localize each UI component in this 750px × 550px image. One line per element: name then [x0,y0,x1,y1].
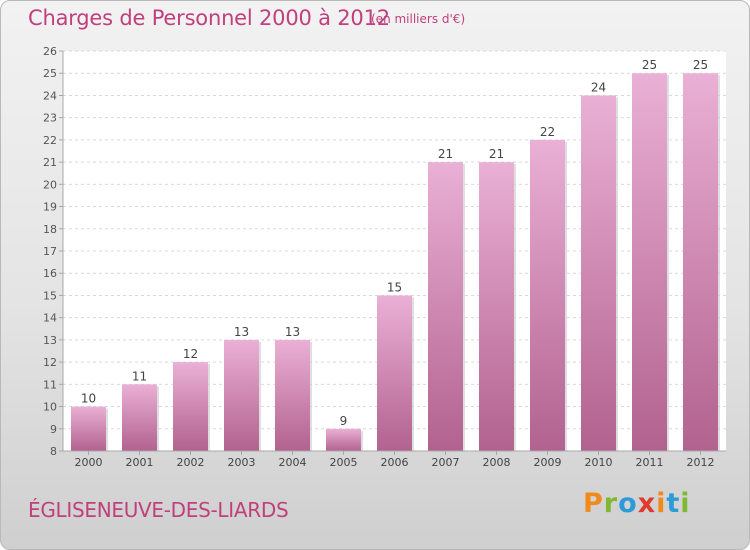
y-tick-label: 15 [43,289,57,302]
y-tick-label: 16 [43,267,57,280]
bar [530,139,565,451]
bar-value-label: 22 [540,125,555,139]
bar-value-label: 21 [489,147,504,161]
y-tick-label: 26 [43,45,57,58]
y-axis-ticks: 8 9 10 11 12 13 14 15 16 17 18 19 20 21 22 23 24 25 26 [43,45,63,458]
y-tick-label: 19 [43,201,57,214]
logo-letter: o [618,488,638,519]
logo-letter: P [583,488,604,519]
x-tick-label: 2004 [279,456,307,469]
x-tick-label: 2010 [585,456,613,469]
bar-value-label: 10 [81,392,96,406]
bar-value-label: 21 [438,147,453,161]
y-tick-label: 23 [43,112,57,125]
x-tick-label: 2012 [687,456,715,469]
x-tick-label: 2006 [381,456,409,469]
bar-value-label: 13 [234,325,249,339]
bar [122,384,157,451]
y-tick-label: 17 [43,245,57,258]
logo-letter: x [637,488,657,519]
y-tick-label: 12 [43,356,57,369]
bar-value-label: 24 [591,80,606,94]
x-tick-label: 2001 [126,456,154,469]
y-tick-label: 10 [43,401,57,414]
x-tick-label: 2007 [432,456,460,469]
y-tick-label: 22 [43,134,57,147]
bar-value-label: 15 [387,280,402,294]
bar-value-label: 9 [340,414,348,428]
bar-value-label: 25 [642,58,657,72]
bar [275,339,310,451]
bar [479,162,514,451]
x-tick-label: 2009 [534,456,562,469]
bar [377,295,412,451]
x-axis-ticks: 2000 2001 2002 2003 2004 2005 2006 2007 2008 2009… [75,451,715,469]
chart-title: Charges de Personnel 2000 à 2012 [28,6,390,30]
logo-letter: i [656,488,667,519]
x-tick-label: 2008 [483,456,511,469]
y-tick-label: 11 [43,378,57,391]
bars: 10 11 12 13 13 9 15 21 21 22 24 25 25 [71,58,720,451]
x-tick-label: 2003 [228,456,256,469]
x-tick-label: 2002 [177,456,205,469]
bar [428,162,463,451]
bar [326,428,361,451]
y-tick-label: 8 [50,445,57,458]
logo-letter: i [680,488,691,519]
proxiti-logo: Proxiti [583,488,691,519]
y-tick-label: 14 [43,312,57,325]
bar [173,362,208,451]
y-tick-label: 13 [43,334,57,347]
bar-value-label: 12 [183,347,198,361]
y-tick-label: 9 [50,423,57,436]
bar-value-label: 25 [693,58,708,72]
x-tick-label: 2005 [330,456,358,469]
bar-value-label: 13 [285,325,300,339]
commune-name: ÉGLISENEUVE-DES-LIARDS [28,498,289,522]
y-tick-label: 25 [43,67,57,80]
bar-value-label: 11 [132,369,147,383]
y-tick-label: 18 [43,223,57,236]
bar [224,339,259,451]
chart-unit: (en milliers d'€) [371,12,466,26]
logo-letter: r [603,488,619,519]
x-tick-label: 2000 [75,456,103,469]
bar [71,406,106,451]
bar [632,73,667,451]
bar [581,95,616,451]
y-tick-label: 20 [43,178,57,191]
bar [683,73,718,451]
x-tick-label: 2011 [636,456,664,469]
logo-letter: t [666,488,681,519]
y-tick-label: 24 [43,89,57,102]
y-tick-label: 21 [43,156,57,169]
